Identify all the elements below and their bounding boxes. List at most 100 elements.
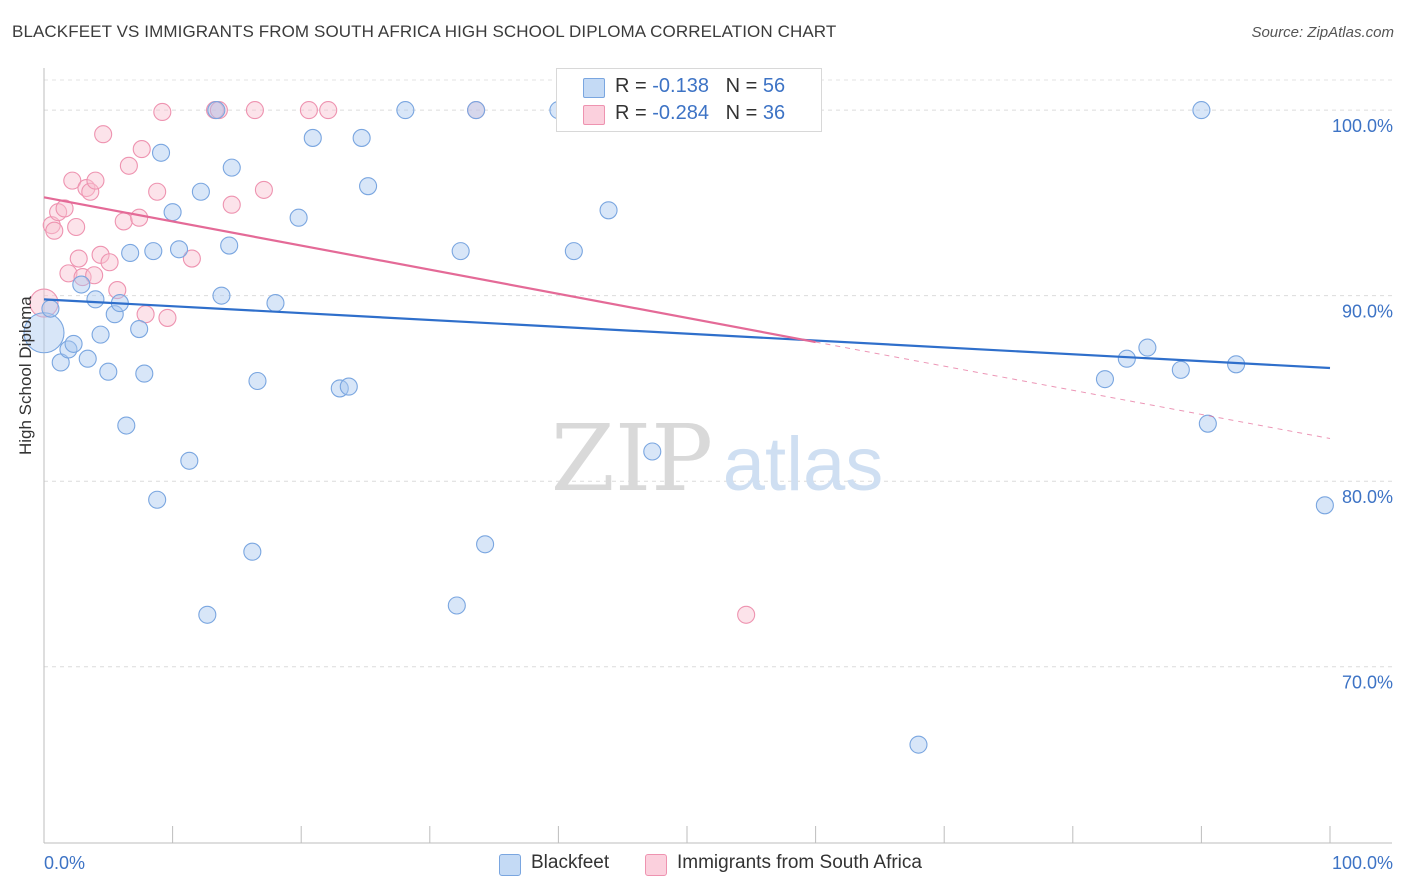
x-tick-label: 100.0% bbox=[1332, 853, 1393, 873]
blackfeet-trend-line bbox=[43, 298, 1331, 370]
blackfeet-point bbox=[169, 240, 189, 259]
south-africa-trend-line bbox=[43, 196, 816, 344]
south-africa-point bbox=[67, 217, 86, 237]
bottom-legend-label: Immigrants from South Africa bbox=[677, 852, 922, 873]
south-africa-point bbox=[132, 140, 151, 159]
grid-lines bbox=[44, 79, 1392, 668]
blackfeet-point bbox=[207, 101, 226, 120]
y-tick-label: 80.0% bbox=[1342, 487, 1393, 507]
blackfeet-point bbox=[163, 203, 182, 222]
legend-r-value: -0.138 bbox=[652, 75, 709, 97]
legend-n-label: N = bbox=[725, 75, 763, 97]
blackfeet-point bbox=[1192, 101, 1211, 120]
source-label: Source: ZipAtlas.com bbox=[1251, 24, 1394, 41]
blue-series-points bbox=[23, 101, 1334, 754]
chart-title: BLACKFEET VS IMMIGRANTS FROM SOUTH AFRIC… bbox=[12, 22, 837, 41]
south-africa-point bbox=[69, 249, 88, 268]
blackfeet-point bbox=[180, 451, 199, 470]
blackfeet-point bbox=[330, 379, 349, 398]
y-tick-label: 70.0% bbox=[1342, 673, 1393, 693]
pink-series-points bbox=[29, 101, 756, 624]
blackfeet-point bbox=[198, 605, 217, 624]
blackfeet-point bbox=[91, 325, 110, 344]
blackfeet-point bbox=[396, 101, 415, 120]
blackfeet-point bbox=[191, 182, 210, 201]
watermark-atlas: atlas bbox=[723, 422, 884, 507]
bottom-legend-label: Blackfeet bbox=[531, 852, 610, 873]
blackfeet-point bbox=[1315, 496, 1334, 515]
south-africa-point bbox=[59, 264, 78, 283]
blackfeet-point bbox=[447, 596, 466, 615]
legend-n-label: N = bbox=[725, 102, 763, 124]
bottom-legend-swatch-pink bbox=[645, 854, 667, 876]
blackfeet-point bbox=[289, 208, 308, 227]
south-africa-point bbox=[222, 195, 241, 214]
blackfeet-point bbox=[220, 236, 239, 255]
south-africa-point bbox=[299, 101, 318, 120]
blackfeet-point bbox=[135, 364, 154, 383]
legend-n-value: 36 bbox=[762, 102, 786, 124]
blackfeet-point bbox=[72, 275, 91, 294]
blackfeet-point bbox=[222, 158, 241, 177]
south-africa-point bbox=[319, 101, 338, 120]
bottom-legend-swatch-blue bbox=[499, 854, 521, 876]
south-africa-point bbox=[114, 212, 133, 231]
legend-r-label: R = bbox=[615, 75, 653, 97]
south-africa-point bbox=[86, 171, 105, 190]
south-africa-trend-extension bbox=[815, 341, 1331, 440]
blackfeet-point bbox=[1117, 349, 1136, 368]
south-africa-point bbox=[130, 208, 149, 227]
blackfeet-point bbox=[130, 319, 149, 339]
blackfeet-point bbox=[1198, 414, 1217, 433]
blackfeet-point bbox=[117, 416, 136, 435]
blackfeet-point bbox=[105, 305, 124, 324]
blackfeet-point bbox=[243, 542, 262, 561]
blackfeet-point bbox=[599, 201, 618, 220]
axes bbox=[43, 68, 1392, 844]
south-africa-point bbox=[119, 156, 138, 175]
south-africa-point bbox=[94, 125, 113, 144]
x-tick-label: 0.0% bbox=[44, 853, 85, 873]
blackfeet-point bbox=[1171, 360, 1190, 379]
y-axis-label: High School Diploma bbox=[16, 296, 35, 455]
south-africa-point bbox=[737, 605, 756, 624]
y-tick-label: 100.0% bbox=[1332, 116, 1393, 136]
south-africa-point bbox=[55, 199, 74, 218]
tick-labels: 70.0% 80.0% 90.0% 100.0% 0.0% 100.0% bbox=[44, 116, 1393, 873]
legend-r-value: -0.284 bbox=[652, 102, 709, 124]
legend-r-label: R = bbox=[615, 102, 653, 124]
trend-lines bbox=[43, 196, 1331, 440]
south-africa-point bbox=[85, 266, 104, 285]
blackfeet-point bbox=[144, 242, 163, 261]
blackfeet-point bbox=[451, 242, 470, 261]
south-africa-point bbox=[182, 249, 201, 268]
blackfeet-point bbox=[151, 143, 171, 162]
blackfeet-point bbox=[1138, 338, 1157, 357]
blackfeet-point bbox=[1095, 370, 1114, 389]
y-tick-label: 90.0% bbox=[1342, 302, 1393, 322]
south-africa-point bbox=[254, 180, 273, 199]
blackfeet-point bbox=[148, 490, 167, 509]
legend-swatch-pink bbox=[583, 105, 605, 125]
watermark-zip: ZIP bbox=[551, 405, 713, 512]
south-africa-point bbox=[148, 182, 167, 201]
south-africa-point bbox=[158, 308, 177, 327]
blackfeet-point bbox=[476, 535, 495, 554]
blackfeet-point bbox=[99, 362, 118, 381]
blackfeet-point bbox=[643, 442, 662, 461]
blackfeet-point bbox=[121, 243, 140, 263]
blackfeet-point bbox=[248, 371, 267, 391]
blackfeet-point bbox=[352, 128, 371, 147]
blackfeet-point bbox=[86, 290, 105, 309]
blackfeet-point bbox=[564, 242, 583, 261]
blackfeet-point bbox=[303, 128, 322, 147]
blackfeet-point bbox=[59, 340, 78, 359]
south-africa-point bbox=[45, 221, 64, 240]
legend-n-value: 56 bbox=[762, 75, 786, 97]
south-africa-point bbox=[63, 171, 82, 190]
blackfeet-point bbox=[909, 735, 928, 754]
blackfeet-point bbox=[23, 312, 65, 354]
blackfeet-point bbox=[467, 101, 486, 120]
south-africa-point bbox=[81, 182, 100, 201]
